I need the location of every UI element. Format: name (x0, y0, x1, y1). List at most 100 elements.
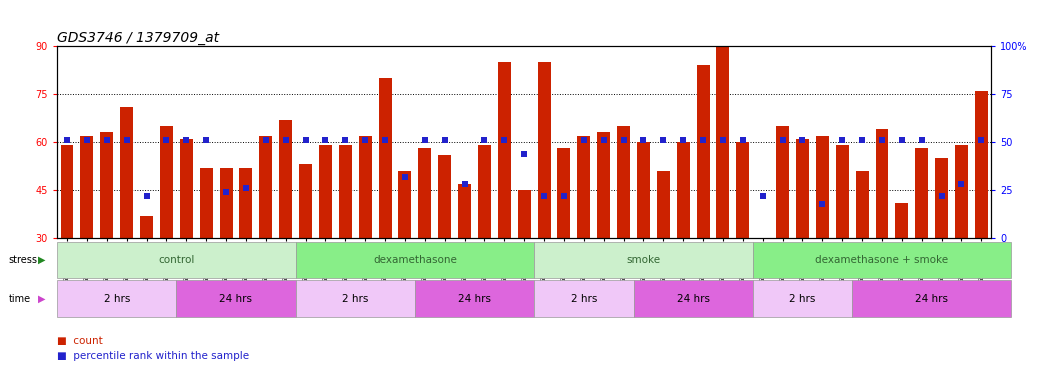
Point (436, 137, 453, 143)
Point (555, 193, 572, 199)
Bar (240, 168, 252, 238)
Bar (538, 62, 550, 238)
Bar (796, 139, 809, 238)
Bar (101, 132, 113, 238)
Bar (916, 149, 928, 238)
Text: stress: stress (8, 255, 37, 265)
Point (814, 200, 830, 207)
Bar (535, 280, 633, 317)
Point (238, 185, 254, 191)
Bar (498, 62, 511, 238)
Bar (816, 136, 828, 238)
Bar (296, 242, 535, 278)
Point (933, 193, 950, 199)
Bar (438, 155, 452, 238)
Bar (57, 242, 296, 278)
Bar (57, 280, 176, 317)
Point (575, 137, 592, 143)
Point (377, 137, 393, 143)
Point (158, 137, 174, 143)
Bar (736, 142, 749, 238)
Bar (896, 203, 908, 238)
Point (596, 137, 612, 143)
Point (177, 137, 194, 143)
Point (834, 137, 850, 143)
Point (337, 137, 354, 143)
Bar (836, 145, 849, 238)
Point (118, 137, 135, 143)
Text: 2 hrs: 2 hrs (104, 293, 130, 304)
Point (675, 137, 691, 143)
Bar (875, 129, 889, 238)
Point (218, 189, 235, 195)
Bar (299, 164, 312, 238)
Text: GDS3746 / 1379709_at: GDS3746 / 1379709_at (57, 31, 219, 45)
Bar (577, 136, 591, 238)
Text: 2 hrs: 2 hrs (343, 293, 368, 304)
Point (516, 151, 532, 157)
Bar (399, 171, 411, 238)
Bar (140, 216, 153, 238)
Bar (776, 126, 789, 238)
Bar (633, 280, 753, 317)
Text: 24 hrs: 24 hrs (219, 293, 252, 304)
Bar (260, 136, 272, 238)
Point (616, 137, 632, 143)
Bar (618, 126, 630, 238)
Bar (418, 149, 431, 238)
Bar (279, 120, 292, 238)
Bar (359, 136, 372, 238)
Text: time: time (8, 293, 30, 304)
Point (735, 137, 752, 143)
Bar (955, 145, 967, 238)
Point (894, 137, 910, 143)
Bar (319, 145, 332, 238)
Bar (296, 280, 415, 317)
Point (694, 137, 711, 143)
Bar (160, 126, 173, 238)
Text: 24 hrs: 24 hrs (916, 293, 948, 304)
Point (635, 137, 652, 143)
Text: dexamethasone + smoke: dexamethasone + smoke (816, 255, 949, 265)
Point (854, 137, 871, 143)
Bar (657, 171, 670, 238)
Text: 2 hrs: 2 hrs (571, 293, 597, 304)
Bar (753, 280, 852, 317)
Text: 2 hrs: 2 hrs (789, 293, 816, 304)
Bar (637, 142, 650, 238)
Text: ▶: ▶ (38, 255, 46, 265)
Text: smoke: smoke (626, 255, 660, 265)
Point (655, 137, 672, 143)
Point (59, 137, 76, 143)
Point (953, 181, 969, 187)
Point (714, 137, 731, 143)
Point (536, 193, 552, 199)
Bar (338, 145, 352, 238)
Point (198, 137, 215, 143)
Bar (518, 190, 530, 238)
Bar (176, 280, 296, 317)
Bar (753, 242, 1011, 278)
Bar (677, 142, 689, 238)
Point (874, 137, 891, 143)
Text: ■  percentile rank within the sample: ■ percentile rank within the sample (57, 351, 249, 361)
Point (774, 137, 791, 143)
Bar (597, 132, 610, 238)
Point (755, 193, 771, 199)
Bar (975, 91, 988, 238)
Bar (120, 107, 133, 238)
Bar (199, 168, 213, 238)
Bar (696, 65, 710, 238)
Bar (60, 145, 74, 238)
Bar (855, 171, 869, 238)
Text: 24 hrs: 24 hrs (677, 293, 710, 304)
Point (397, 174, 413, 180)
Point (457, 181, 473, 187)
Point (496, 137, 513, 143)
Point (318, 137, 334, 143)
Text: ■  count: ■ count (57, 336, 103, 346)
Text: ▶: ▶ (38, 293, 46, 304)
Bar (379, 78, 391, 238)
Bar (477, 145, 491, 238)
Bar (415, 280, 535, 317)
